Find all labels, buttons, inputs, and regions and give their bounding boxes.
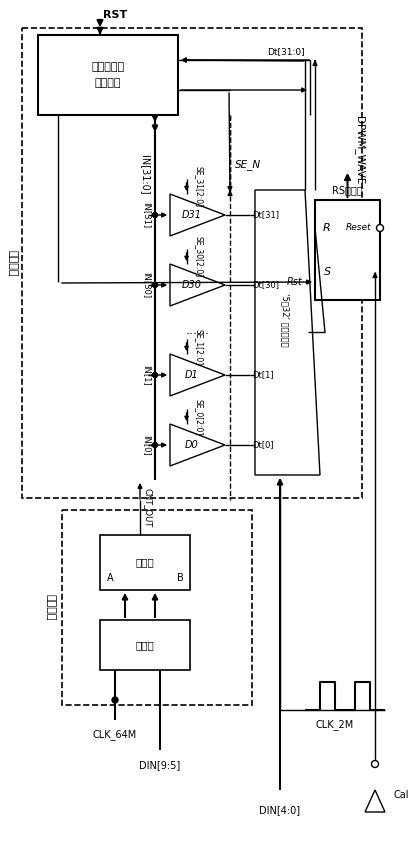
Text: 计数器: 计数器 — [136, 640, 154, 650]
Circle shape — [152, 442, 158, 447]
Text: 粗调模块: 粗调模块 — [45, 595, 55, 621]
Text: Rst: Rst — [287, 277, 303, 287]
Polygon shape — [170, 194, 225, 236]
Text: D30: D30 — [182, 280, 202, 290]
Text: IN[30]: IN[30] — [142, 272, 151, 298]
Text: D31: D31 — [182, 210, 202, 220]
Text: RS触发器: RS触发器 — [332, 185, 363, 195]
Bar — [22, 28, 362, 498]
Text: B: B — [177, 573, 183, 583]
Text: SE_30[2:0]: SE_30[2:0] — [194, 236, 203, 278]
Polygon shape — [170, 424, 225, 466]
Text: IN[31:0]: IN[31:0] — [140, 155, 150, 195]
Text: CLK_2M: CLK_2M — [316, 720, 354, 730]
Text: CLK_64M: CLK_64M — [93, 729, 137, 740]
Polygon shape — [365, 790, 385, 812]
Text: SE_0[2:0]: SE_0[2:0] — [194, 399, 203, 435]
Circle shape — [371, 761, 378, 767]
Bar — [100, 535, 190, 590]
Polygon shape — [170, 354, 225, 396]
Bar — [38, 35, 178, 115]
Text: S: S — [323, 267, 331, 277]
Text: Reset: Reset — [345, 224, 371, 232]
Polygon shape — [255, 190, 320, 475]
Circle shape — [112, 697, 118, 703]
Text: DIN[4:0]: DIN[4:0] — [259, 805, 300, 815]
Circle shape — [152, 373, 158, 378]
Polygon shape — [170, 264, 225, 306]
Bar — [100, 620, 190, 670]
Text: SE_1[2:0]: SE_1[2:0] — [194, 329, 203, 365]
Text: Dt[30]: Dt[30] — [252, 280, 279, 290]
Text: ‘5逹32’ 多路复用器: ‘5逹32’ 多路复用器 — [281, 293, 290, 346]
Text: 控制模块: 控制模块 — [95, 78, 121, 88]
Text: Dt[1]: Dt[1] — [252, 370, 273, 379]
Text: 全数字逻辑: 全数字逻辑 — [91, 62, 124, 72]
Text: ......: ...... — [186, 324, 210, 336]
Text: Dt[31]: Dt[31] — [252, 211, 279, 219]
Text: R: R — [323, 223, 331, 233]
Text: RST: RST — [103, 10, 127, 20]
Text: CNT_OUT: CNT_OUT — [144, 489, 152, 528]
Text: Cal: Cal — [393, 790, 408, 800]
Text: 细调模块: 细调模块 — [7, 250, 17, 276]
Circle shape — [376, 224, 383, 231]
Text: IN[1]: IN[1] — [142, 364, 151, 385]
Circle shape — [152, 213, 158, 218]
Text: SE_N: SE_N — [235, 159, 261, 170]
Text: D1: D1 — [185, 370, 199, 380]
Bar — [62, 510, 252, 705]
Text: Dt[31:0]: Dt[31:0] — [267, 47, 305, 57]
Text: 比较器: 比较器 — [136, 557, 154, 567]
Text: DPWM_WAVE: DPWM_WAVE — [354, 116, 365, 184]
Text: IN[31]: IN[31] — [142, 202, 151, 228]
Text: A: A — [107, 573, 113, 583]
Text: SE_31[2:0]: SE_31[2:0] — [194, 167, 203, 208]
Bar — [315, 200, 380, 300]
Text: DIN[9:5]: DIN[9:5] — [139, 760, 181, 770]
Text: Dt[0]: Dt[0] — [252, 440, 273, 450]
Circle shape — [152, 283, 158, 287]
Text: D0: D0 — [185, 440, 199, 450]
Text: IN[0]: IN[0] — [142, 435, 151, 456]
